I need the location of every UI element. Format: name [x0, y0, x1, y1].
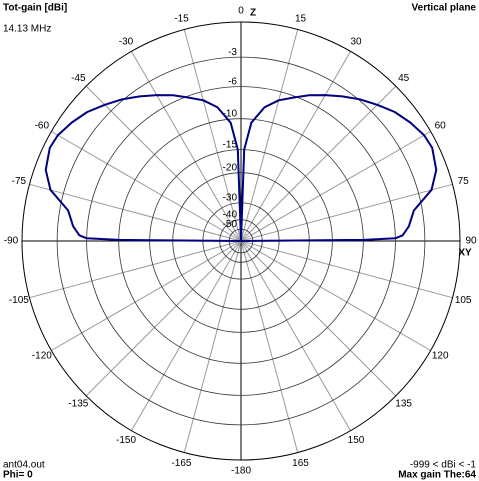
angle-label: -165 — [171, 458, 191, 469]
gain-ring — [56, 56, 426, 426]
gain-label: -50 — [223, 219, 238, 230]
spoke — [240, 240, 299, 453]
max-gain-label: Max gain The:64 — [398, 470, 476, 481]
gain-label: -10 — [223, 108, 238, 119]
angle-label: 60 — [435, 121, 447, 132]
angle-label: -135 — [68, 398, 88, 409]
plane-label: Vertical plane — [412, 3, 477, 14]
pattern-line — [44, 94, 438, 242]
gain-label: -30 — [223, 193, 238, 204]
spoke — [51, 240, 242, 351]
angle-label: 15 — [295, 13, 307, 24]
angle-label: 135 — [395, 398, 412, 409]
gain-ring — [118, 118, 364, 364]
xy-axis-label: XY — [458, 248, 472, 259]
angle-label: -15 — [174, 13, 189, 24]
spoke — [240, 183, 453, 242]
angle-label: -60 — [35, 121, 50, 132]
angle-label: 165 — [292, 458, 309, 469]
spoke — [183, 240, 242, 453]
file-label: ant04.out — [3, 460, 45, 471]
spoke — [240, 51, 351, 242]
angle-label: -120 — [32, 351, 52, 362]
gain-label: -40 — [223, 209, 238, 220]
angle-label: -30 — [119, 36, 134, 47]
spoke — [240, 131, 431, 242]
spoke — [131, 51, 242, 242]
gain-ring — [86, 86, 396, 396]
frequency: 14.13 MHz — [3, 24, 51, 35]
angle-label: 105 — [455, 295, 472, 306]
angle-label: 45 — [398, 73, 410, 84]
outer-ring — [21, 21, 461, 461]
angle-label: -45 — [71, 73, 86, 84]
chart-title: Tot-gain [dBi] — [3, 3, 67, 14]
angle-label: -90 — [4, 236, 19, 247]
spoke — [240, 240, 351, 431]
spoke — [29, 240, 242, 299]
gain-label: -6 — [228, 76, 237, 87]
angle-label: 120 — [432, 351, 449, 362]
gain-label: -3 — [228, 47, 237, 58]
range-label: -999 < dBi < -1 — [410, 460, 477, 471]
angle-label: -180 — [231, 466, 251, 477]
spoke — [240, 29, 299, 242]
spoke — [240, 240, 397, 397]
spoke — [183, 29, 242, 242]
gain-label: -20 — [223, 162, 238, 173]
angle-label: 150 — [348, 435, 365, 446]
gain-label: -15 — [223, 139, 238, 150]
spoke — [85, 240, 242, 397]
angle-label: 0 — [238, 6, 244, 17]
angle-label: -75 — [12, 176, 27, 187]
spoke — [29, 183, 242, 242]
spoke — [51, 131, 242, 242]
phi-label: Phi= 0 — [3, 470, 33, 481]
angle-label: 75 — [458, 176, 470, 187]
spoke — [240, 240, 453, 299]
spoke — [131, 240, 242, 431]
angle-label: -105 — [9, 295, 29, 306]
spoke — [240, 240, 431, 351]
spoke — [85, 85, 242, 242]
spoke — [240, 85, 397, 242]
angle-label: 90 — [465, 236, 477, 247]
angle-label: 30 — [350, 36, 362, 47]
angle-label: -150 — [116, 435, 136, 446]
z-axis-label: Z — [250, 8, 256, 19]
